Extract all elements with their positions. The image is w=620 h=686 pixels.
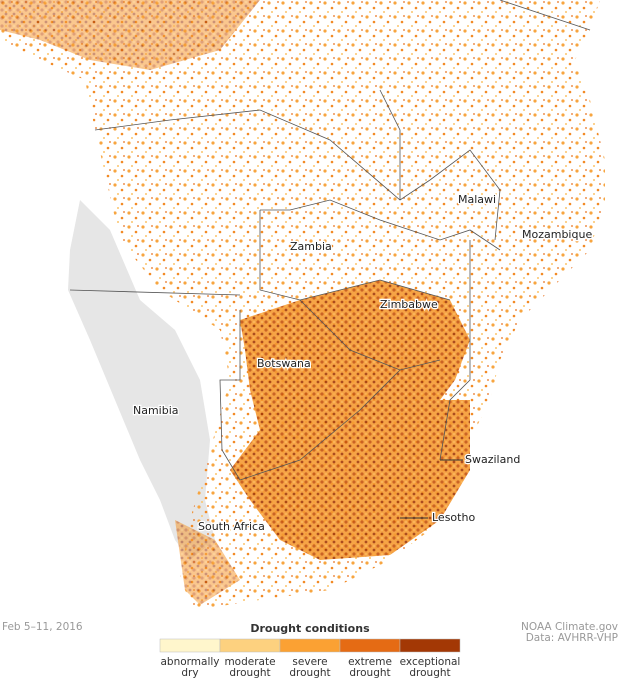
legend-label: abnormally [160,656,219,668]
legend-label: exceptional [400,656,461,668]
desert [68,200,215,560]
leader-lines [400,459,463,519]
country-label: Malawi [458,193,496,206]
credit: Data: AVHRR-VHP [526,632,618,644]
legend-label: dry [181,667,198,679]
legend: abnormallydrymoderatedroughtseveredrough… [159,638,461,679]
country-label: Namibia [133,404,179,417]
country-label: Mozambique [522,228,592,241]
country-label: Zambia [290,240,332,253]
country-label: Zimbabwe [380,298,438,311]
legend-swatch [159,638,221,653]
legend-label: drought [349,667,390,679]
legend-swatch [219,638,281,653]
borders [69,0,591,481]
credit: NOAA Climate.gov [521,621,618,633]
country-label: Lesotho [432,511,475,524]
legend-label: moderate [224,656,275,668]
country-label: Botswana [257,357,311,370]
legend-label: drought [409,667,450,679]
legend-swatch [339,638,401,653]
legend-label: extreme [348,656,392,668]
drought-core [230,280,470,560]
country-label: South Africa [198,520,265,533]
date: Feb 5–11, 2016 [2,621,83,633]
legend-swatch [399,638,461,653]
legend-label: drought [229,667,270,679]
legend-label: drought [289,667,330,679]
drought-cape [175,520,240,605]
legend-label: severe [292,656,327,668]
country-label: Swaziland [465,453,520,466]
map-area: Malawi Mozambique Zambia Zimbabwe Botswa… [0,0,605,610]
legend-title: Drought conditions [250,622,370,635]
drought-north [0,0,260,70]
legend-swatch [279,638,341,653]
